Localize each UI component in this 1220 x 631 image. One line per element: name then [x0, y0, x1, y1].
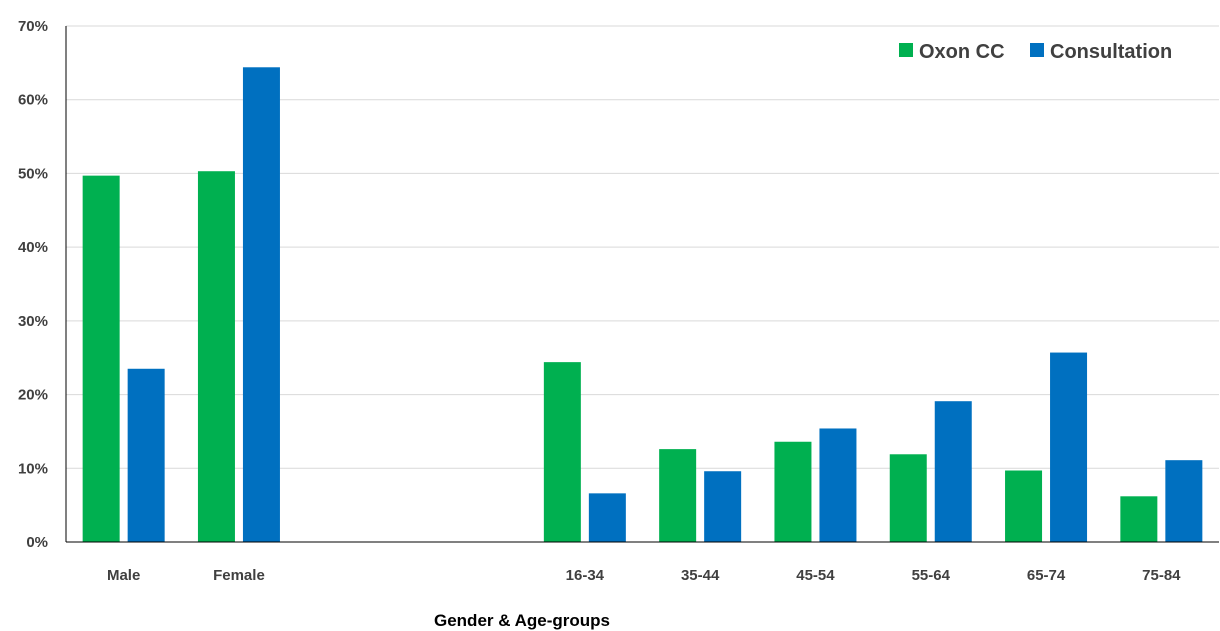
y-tick-label: 60%	[18, 92, 48, 109]
x-axis-title: Gender & Age-groups	[434, 611, 610, 630]
x-tick-label: 16-34	[566, 567, 605, 584]
legend-swatch	[1030, 43, 1044, 57]
bar-consultation	[127, 368, 165, 542]
y-tick-label: 40%	[18, 239, 48, 256]
bar-consultation	[588, 493, 626, 542]
bar-consultation	[242, 67, 280, 542]
x-tick-label: 55-64	[912, 567, 951, 584]
bar-oxon-cc	[659, 449, 697, 542]
legend-label: Consultation	[1050, 41, 1172, 63]
x-tick-label: 45-54	[796, 567, 835, 584]
x-axis-tick-labels: Male Female 16-34 35-44 45-54 55-64 65-74 75-84	[107, 567, 1181, 584]
y-tick-label: 30%	[18, 313, 48, 330]
x-tick-label: 35-44	[681, 567, 720, 584]
x-tick-label: Female	[213, 567, 265, 584]
y-tick-label: 70%	[18, 18, 48, 35]
gridlines	[66, 25, 1219, 469]
y-tick-label: 0%	[26, 534, 48, 551]
x-tick-label: Male	[107, 567, 140, 584]
x-tick-label: 75-84	[1142, 567, 1181, 584]
bar-consultation	[704, 471, 742, 542]
legend: Oxon CC Consultation	[899, 41, 1172, 63]
x-tick-label: 65-74	[1027, 567, 1066, 584]
bar-oxon-cc	[543, 362, 581, 542]
bar-oxon-cc	[1120, 496, 1158, 542]
legend-label: Oxon CC	[919, 41, 1005, 63]
bar-oxon-cc	[197, 171, 235, 542]
y-axis-tick-labels: 0% 10% 20% 30% 40% 50% 60% 70%	[18, 18, 48, 551]
bar-oxon-cc	[1005, 470, 1043, 542]
bar-oxon-cc	[82, 175, 120, 542]
bar-consultation	[1165, 460, 1203, 542]
bars	[82, 67, 1203, 542]
y-tick-label: 20%	[18, 387, 48, 404]
legend-swatch	[899, 43, 913, 57]
bar-consultation	[934, 401, 972, 542]
y-tick-label: 50%	[18, 165, 48, 182]
y-tick-label: 10%	[18, 460, 48, 477]
bar-oxon-cc	[774, 441, 812, 542]
bar-consultation	[1050, 352, 1088, 542]
bar-consultation	[819, 428, 857, 542]
bar-oxon-cc	[889, 454, 927, 542]
